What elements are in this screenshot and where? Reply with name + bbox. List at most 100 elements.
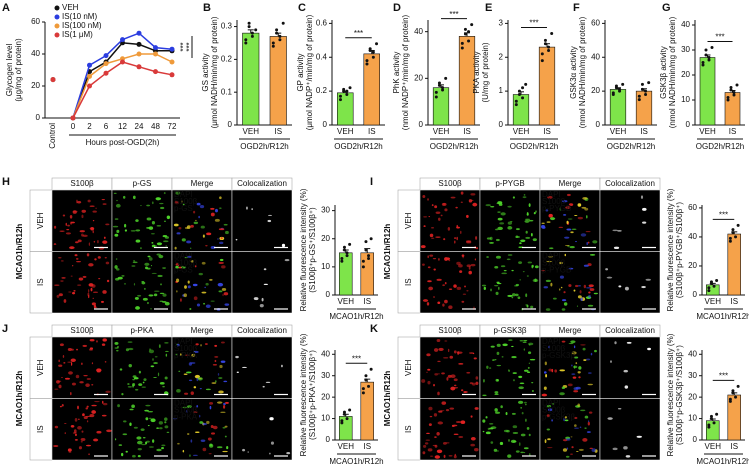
cell-signal: [523, 452, 526, 454]
micrograph: [599, 398, 661, 461]
cell-signal: [642, 221, 647, 224]
cell-signal: [54, 425, 59, 429]
cell-signal: [186, 405, 192, 409]
cell-signal: [156, 448, 162, 452]
cell-signal: [141, 281, 146, 285]
micrograph: [231, 336, 293, 399]
y-axis-label: (nmol NADH/min/mg of protein): [668, 16, 677, 128]
cell-signal: [189, 308, 192, 310]
data-dot: [281, 21, 285, 25]
cell-signal: [442, 284, 445, 287]
cell-signal: [546, 428, 550, 431]
y-axis-label: (S100β⁺p-PYGB⁺/S100β⁺): [675, 202, 684, 298]
data-dot: [521, 86, 525, 90]
cell-signal: [546, 221, 551, 223]
cell-signal: [428, 286, 434, 291]
cell-signal: [115, 258, 118, 260]
cell-signal: [569, 245, 575, 249]
cell-signal: [550, 282, 553, 287]
cell-signal: [102, 240, 108, 244]
column-header: Merge: [559, 326, 582, 335]
cell-signal: [435, 211, 441, 214]
panel-label: K: [370, 323, 378, 335]
overlay-label: S100β: [542, 259, 566, 268]
y-axis-label: (S100β⁺p-GSK3β⁺/S100β⁺): [675, 345, 684, 445]
cell-signal: [450, 386, 456, 391]
cell-signal: [525, 230, 528, 234]
cell-signal: [59, 343, 64, 347]
data-dot: [364, 240, 368, 244]
data-dot: [707, 58, 711, 62]
cell-signal: [456, 236, 459, 241]
data-dot: [367, 256, 371, 260]
cell-signal: [647, 347, 651, 351]
cell-signal: [470, 415, 473, 418]
cell-signal: [559, 207, 561, 211]
cell-signal: [584, 207, 589, 211]
cell-signal: [194, 265, 197, 268]
cell-signal: [190, 391, 194, 396]
x-tick-label: IS: [363, 442, 371, 451]
y-tick-label: 0: [693, 435, 698, 444]
cell-signal: [426, 353, 431, 357]
cell-signal: [474, 258, 477, 261]
cell-signal: [175, 353, 178, 356]
cell-signal: [507, 221, 512, 225]
data-dot: [734, 395, 738, 399]
cell-signal: [462, 293, 467, 295]
x-axis-label: OGD2h/R12h: [240, 142, 288, 151]
row-label: IS: [36, 278, 45, 286]
cell-signal: [141, 444, 147, 446]
significance: ***: [719, 210, 728, 219]
cell-signal: [421, 379, 426, 383]
cell-signal: [166, 215, 171, 220]
cell-signal: [499, 441, 504, 446]
cell-signal: [174, 246, 177, 250]
cell-signal: [218, 377, 223, 379]
overlay-label: S100β: [542, 344, 566, 353]
cell-signal: [523, 194, 526, 196]
x-tick-label: IS: [274, 127, 282, 136]
cell-signal: [554, 369, 557, 373]
cell-signal: [235, 355, 239, 359]
data-dot: [434, 95, 438, 99]
cell-signal: [225, 230, 229, 235]
x-tick-label: IS: [640, 127, 648, 136]
data-dot: [271, 41, 275, 45]
cell-signal: [162, 293, 167, 297]
cell-signal: [82, 275, 87, 279]
bar: [538, 46, 556, 126]
cell-signal: [576, 450, 579, 453]
cell-signal: [483, 286, 486, 291]
data-dot: [715, 412, 719, 416]
cell-signal: [192, 283, 198, 287]
cell-signal: [444, 340, 448, 342]
cell-signal: [579, 426, 582, 429]
data-dot: [709, 414, 713, 418]
column-header: S100β: [70, 326, 94, 335]
cell-signal: [59, 405, 62, 408]
cell-signal: [156, 253, 161, 256]
data-dot: [517, 93, 521, 97]
cell-signal: [525, 304, 528, 306]
data-dot: [250, 31, 254, 35]
cell-signal: [265, 381, 271, 384]
cell-signal: [63, 362, 66, 364]
cell-signal: [552, 297, 557, 300]
cell-signal: [482, 394, 487, 397]
cell-signal: [89, 205, 95, 208]
cell-signal: [142, 437, 146, 439]
cell-signal: [506, 258, 511, 261]
cell-signal: [523, 348, 526, 351]
cell-signal: [466, 214, 469, 218]
data-dot: [247, 25, 251, 29]
cell-signal: [612, 447, 618, 451]
cell-signal: [118, 444, 123, 446]
y-axis-label: (μmol NADH/min/mg of protein): [210, 16, 219, 128]
cell-signal: [489, 236, 493, 241]
cell-signal: [431, 204, 434, 207]
cell-signal: [520, 451, 524, 454]
legend-marker: [54, 32, 60, 38]
group-label: MCAO1h/R12h: [383, 371, 392, 427]
cell-signal: [253, 297, 259, 301]
